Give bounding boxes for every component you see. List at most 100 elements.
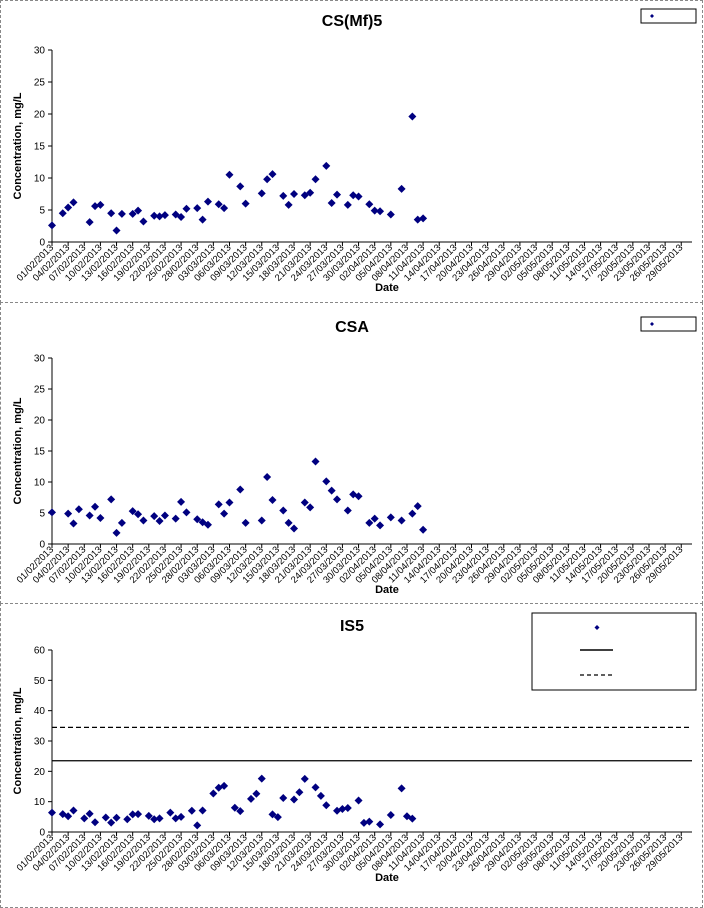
data-point xyxy=(365,200,374,209)
data-point xyxy=(376,820,385,829)
y-tick-label: 25 xyxy=(34,78,46,89)
data-point xyxy=(333,190,342,199)
data-point xyxy=(386,513,395,522)
data-point xyxy=(64,509,73,518)
data-point xyxy=(419,214,428,223)
data-point xyxy=(198,806,207,815)
y-tick-label: 10 xyxy=(34,174,46,185)
data-point xyxy=(69,519,78,528)
data-point xyxy=(160,211,169,220)
data-point xyxy=(376,521,385,530)
data-point xyxy=(290,190,299,198)
data-point xyxy=(85,511,94,520)
y-tick-label: 10 xyxy=(34,797,46,808)
data-point xyxy=(338,804,347,813)
data-point xyxy=(123,815,132,824)
y-tick-label: 30 xyxy=(34,354,46,365)
data-point xyxy=(408,814,417,823)
chart-title: CSA xyxy=(335,319,369,336)
data-point xyxy=(295,788,304,797)
data-point xyxy=(343,200,352,209)
data-point xyxy=(193,204,202,213)
y-tick-label: 5 xyxy=(39,206,45,217)
y-tick-label: 20 xyxy=(34,767,46,778)
y-tick-label: 10 xyxy=(34,478,46,489)
y-tick-label: 40 xyxy=(34,706,46,717)
legend-marker xyxy=(594,625,600,630)
y-tick-label: 0 xyxy=(39,238,45,249)
y-tick-label: 20 xyxy=(34,416,46,427)
legend xyxy=(531,612,697,691)
data-point xyxy=(220,509,229,518)
data-point xyxy=(290,795,299,804)
data-point xyxy=(316,791,325,800)
data-point xyxy=(96,513,105,522)
data-point xyxy=(107,818,116,827)
data-point xyxy=(241,518,250,527)
y-axis-title: Concentration, mg/L xyxy=(12,687,24,794)
data-point xyxy=(370,514,379,523)
data-point xyxy=(182,204,191,213)
y-tick-label: 5 xyxy=(39,509,45,520)
y-axis-title: Concentration, mg/L xyxy=(12,92,24,199)
data-point xyxy=(225,170,234,179)
data-point xyxy=(354,192,363,201)
data-point xyxy=(311,783,320,792)
data-point xyxy=(214,783,223,792)
data-point xyxy=(354,796,363,805)
chart-csmf5: CS(Mf)505101520253001/02/201304/02/20130… xyxy=(12,8,697,294)
data-point xyxy=(263,175,272,184)
data-point xyxy=(365,518,374,527)
data-point xyxy=(69,198,78,207)
data-point xyxy=(177,213,186,222)
data-point xyxy=(85,218,94,227)
y-tick-label: 30 xyxy=(34,46,46,57)
data-point xyxy=(64,203,73,212)
data-point xyxy=(279,506,288,515)
data-point xyxy=(386,210,395,219)
data-point xyxy=(91,502,100,511)
data-point xyxy=(80,814,89,823)
data-point xyxy=(263,473,272,482)
data-point xyxy=(112,226,121,235)
data-point xyxy=(376,207,385,216)
legend-box xyxy=(640,316,697,332)
data-point xyxy=(182,508,191,517)
data-point xyxy=(365,817,374,826)
chart-panel-is5: IS5 0 10 20 30 40 50 60 01/02/2013 04/02/2013 07/0… xyxy=(0,603,703,908)
data-point xyxy=(48,508,56,517)
data-point xyxy=(268,170,277,179)
data-point xyxy=(214,500,223,509)
data-point xyxy=(74,505,83,514)
data-point xyxy=(354,492,363,501)
data-point xyxy=(327,486,336,495)
y-tick-label: 0 xyxy=(39,828,45,839)
data-point xyxy=(128,507,137,516)
data-point xyxy=(139,516,148,525)
data-point xyxy=(397,516,406,525)
data-point xyxy=(91,202,100,211)
chart-csa: CSA05101520253001/02/201304/02/201307/02… xyxy=(12,316,697,596)
legend xyxy=(640,8,697,24)
chart-panel-csa: CSA 0 5 10 15 20 25 30 01/02/2013 04/02/2013 07/02… xyxy=(0,302,703,604)
data-point xyxy=(220,781,229,790)
data-point xyxy=(187,806,196,815)
data-point xyxy=(155,212,164,221)
x-axis-title: Date xyxy=(375,872,399,884)
data-point xyxy=(107,209,116,218)
data-point xyxy=(306,188,315,197)
data-point xyxy=(300,498,309,507)
data-point xyxy=(333,495,342,504)
y-tick-label: 0 xyxy=(39,540,45,551)
data-point xyxy=(241,199,250,208)
data-point xyxy=(327,198,336,207)
data-point xyxy=(139,217,148,226)
data-point xyxy=(236,807,245,816)
data-point xyxy=(155,814,164,823)
data-point xyxy=(117,209,126,218)
chart-title: IS5 xyxy=(340,618,364,635)
data-point xyxy=(150,815,159,824)
data-point xyxy=(322,801,331,810)
data-point xyxy=(203,520,212,529)
data-point xyxy=(48,808,56,817)
